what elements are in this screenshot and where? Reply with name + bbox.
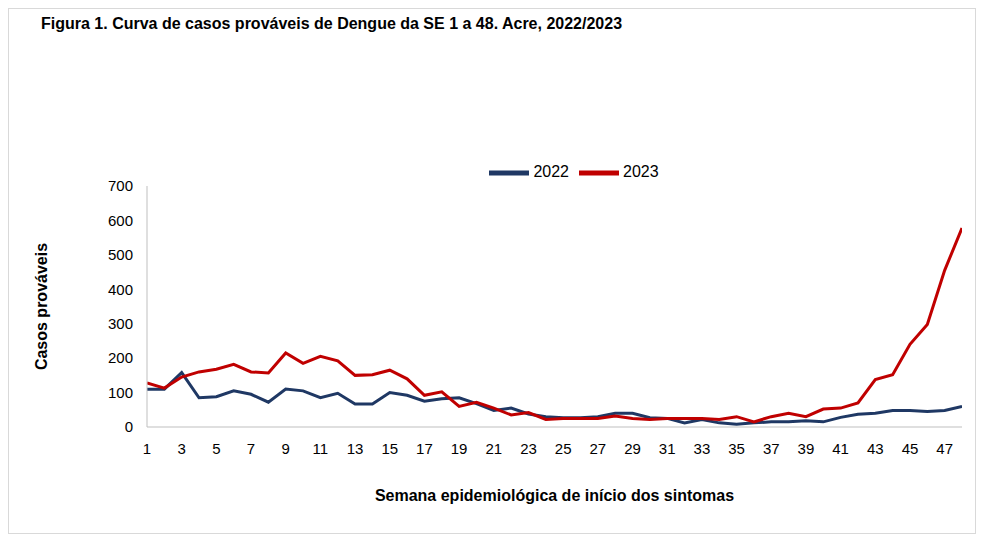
svg-text:500: 500 bbox=[108, 246, 133, 263]
svg-text:100: 100 bbox=[108, 384, 133, 401]
svg-text:41: 41 bbox=[832, 440, 849, 457]
svg-text:7: 7 bbox=[247, 440, 255, 457]
svg-text:11: 11 bbox=[313, 440, 329, 457]
svg-text:Semana epidemiológica de iníci: Semana epidemiológica de início dos sint… bbox=[375, 487, 734, 504]
svg-text:5: 5 bbox=[212, 440, 220, 457]
svg-text:0: 0 bbox=[125, 418, 133, 435]
html-text:2023: 2023 bbox=[623, 163, 659, 181]
svg-text:35: 35 bbox=[728, 440, 745, 457]
svg-text:600: 600 bbox=[108, 212, 133, 229]
svg-text:Casos prováveis: Casos prováveis bbox=[33, 243, 50, 370]
svg-text:3: 3 bbox=[178, 440, 186, 457]
svg-text:37: 37 bbox=[763, 440, 780, 457]
html-text:Figura 1. Curva de casos prová: Figura 1. Curva de casos prováveis de De… bbox=[41, 15, 622, 32]
svg-text:39: 39 bbox=[798, 440, 815, 457]
svg-text:19: 19 bbox=[451, 440, 468, 457]
svg-text:27: 27 bbox=[590, 440, 607, 457]
svg-text:200: 200 bbox=[108, 349, 133, 366]
svg-text:47: 47 bbox=[936, 440, 953, 457]
svg-text:17: 17 bbox=[416, 440, 433, 457]
svg-text:29: 29 bbox=[624, 440, 641, 457]
svg-text:400: 400 bbox=[108, 281, 133, 298]
svg-text:13: 13 bbox=[347, 440, 364, 457]
svg-text:300: 300 bbox=[108, 315, 133, 332]
svg-text:45: 45 bbox=[902, 440, 919, 457]
svg-text:9: 9 bbox=[282, 440, 290, 457]
svg-text:33: 33 bbox=[694, 440, 711, 457]
svg-text:21: 21 bbox=[485, 440, 502, 457]
svg-text:31: 31 bbox=[659, 440, 676, 457]
svg-text:1: 1 bbox=[143, 440, 151, 457]
svg-text:43: 43 bbox=[867, 440, 884, 457]
html-text:2022: 2022 bbox=[533, 163, 569, 181]
svg-text:700: 700 bbox=[108, 177, 133, 194]
svg-text:23: 23 bbox=[520, 440, 537, 457]
svg-text:25: 25 bbox=[555, 440, 572, 457]
svg-text:15: 15 bbox=[381, 440, 398, 457]
